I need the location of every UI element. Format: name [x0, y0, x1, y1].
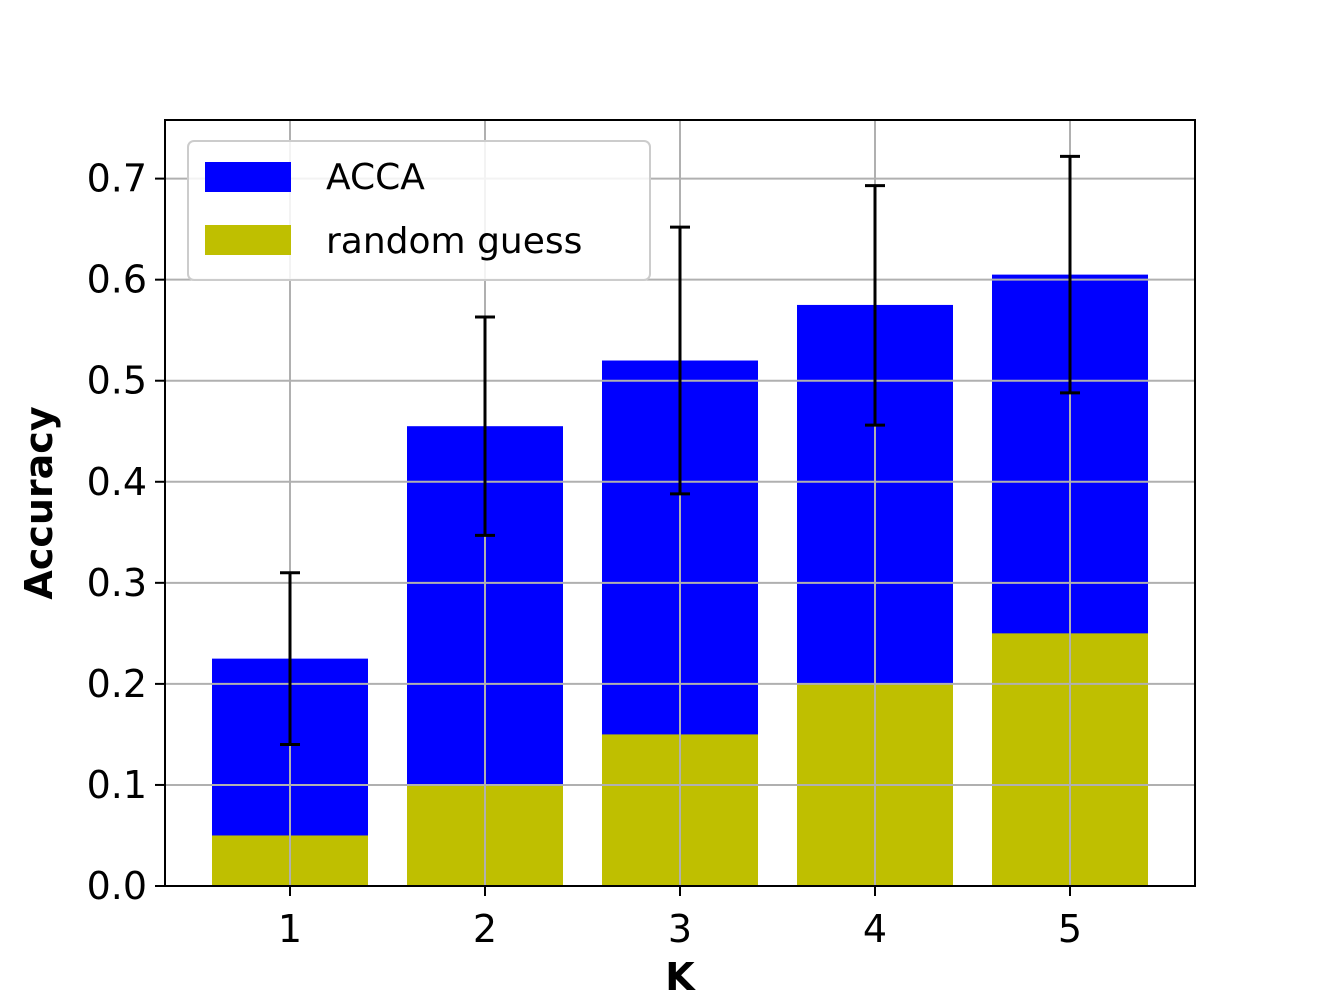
y-tick-label-0.7: 0.7	[87, 157, 147, 201]
x-tick-label-3: 3	[668, 907, 692, 951]
y-tick-label-0.3: 0.3	[87, 561, 147, 605]
x-tick-label-4: 4	[863, 907, 887, 951]
legend-swatch-acca	[205, 162, 291, 192]
axis-ticks: 0.0 0.1 0.2 0.3 0.4 0.5 0.6 0.7 1 2 3 4 5	[87, 157, 1083, 951]
x-tick-label-2: 2	[473, 907, 497, 951]
y-axis-title: Accuracy	[17, 406, 61, 599]
legend-label-acca: ACCA	[326, 157, 425, 198]
x-tick-label-1: 1	[278, 907, 302, 951]
y-tick-label-0.0: 0.0	[87, 864, 147, 908]
y-tick-label-0.2: 0.2	[87, 662, 147, 706]
y-tick-label-0.6: 0.6	[87, 258, 147, 302]
x-tick-label-5: 5	[1058, 907, 1082, 951]
legend: ACCA random guess	[187, 140, 651, 281]
legend-label-random-guess: random guess	[326, 221, 582, 262]
legend-box	[187, 140, 651, 281]
legend-swatch-random-guess	[205, 225, 291, 255]
error-bars	[280, 154, 1080, 747]
y-tick-label-0.4: 0.4	[87, 460, 147, 504]
x-axis-title: K	[665, 955, 696, 996]
y-tick-label-0.5: 0.5	[87, 359, 147, 403]
y-tick-label-0.1: 0.1	[87, 763, 147, 807]
